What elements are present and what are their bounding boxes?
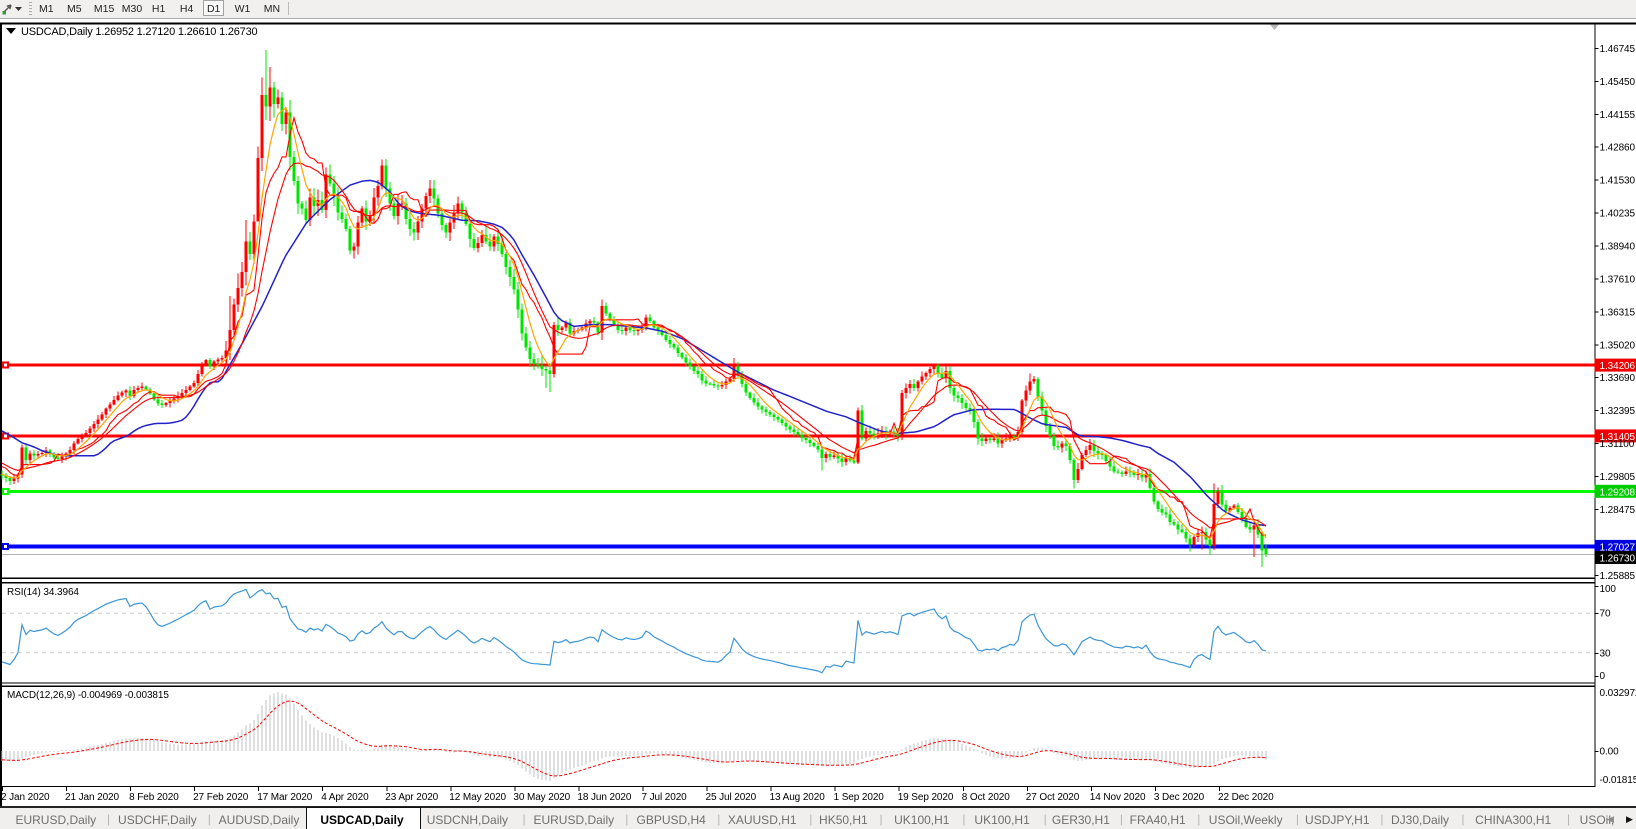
svg-text:2 Jan 2020: 2 Jan 2020 (1, 792, 50, 803)
svg-text:1.31405: 1.31405 (1600, 432, 1636, 443)
svg-text:1.44155: 1.44155 (1600, 110, 1636, 121)
svg-text:1.46745: 1.46745 (1600, 44, 1636, 55)
svg-text:1.32395: 1.32395 (1600, 406, 1636, 417)
svg-text:-0.018154: -0.018154 (1600, 775, 1636, 786)
svg-text:30 May 2020: 30 May 2020 (513, 792, 570, 803)
svg-text:1.38940: 1.38940 (1600, 242, 1636, 253)
svg-text:17 Mar 2020: 17 Mar 2020 (257, 792, 313, 803)
svg-text:8 Oct 2020: 8 Oct 2020 (962, 792, 1010, 803)
svg-text:1 Sep 2020: 1 Sep 2020 (834, 792, 885, 803)
svg-text:USDCAD,Daily 1.26952 1.27120: USDCAD,Daily 1.26952 1.27120 1.26610 1.2… (21, 26, 258, 38)
svg-text:100: 100 (1600, 584, 1617, 595)
svg-text:1.41530: 1.41530 (1600, 176, 1636, 187)
svg-text:1.27027: 1.27027 (1600, 542, 1636, 553)
svg-text:1.35020: 1.35020 (1600, 340, 1636, 351)
svg-text:27 Feb 2020: 27 Feb 2020 (193, 792, 249, 803)
svg-text:1.29805: 1.29805 (1600, 472, 1636, 483)
svg-text:8 Feb 2020: 8 Feb 2020 (129, 792, 179, 803)
svg-text:22 Dec 2020: 22 Dec 2020 (1218, 792, 1274, 803)
svg-text:1.25885: 1.25885 (1600, 571, 1636, 582)
svg-text:1.45450: 1.45450 (1600, 77, 1636, 88)
svg-text:1.37610: 1.37610 (1600, 274, 1636, 285)
svg-text:0: 0 (1600, 671, 1606, 682)
svg-text:1.31100: 1.31100 (1600, 439, 1635, 450)
svg-text:70: 70 (1600, 609, 1611, 620)
svg-text:1.26730: 1.26730 (1600, 554, 1636, 565)
svg-text:1.28475: 1.28475 (1600, 505, 1636, 516)
svg-text:0.00: 0.00 (1600, 746, 1620, 757)
svg-text:13 Aug 2020: 13 Aug 2020 (770, 792, 826, 803)
svg-text:MACD(12,26,9) -0.004969 -0.003: MACD(12,26,9) -0.004969 -0.003815 (7, 690, 169, 701)
svg-text:19 Sep 2020: 19 Sep 2020 (898, 792, 954, 803)
svg-text:21 Jan 2020: 21 Jan 2020 (65, 792, 119, 803)
svg-text:14 Nov 2020: 14 Nov 2020 (1090, 792, 1146, 803)
svg-text:4 Apr 2020: 4 Apr 2020 (321, 792, 369, 803)
svg-text:25 Jul 2020: 25 Jul 2020 (706, 792, 757, 803)
svg-text:7 Jul 2020: 7 Jul 2020 (642, 792, 688, 803)
svg-text:0.032972: 0.032972 (1600, 688, 1636, 699)
svg-text:RSI(14) 34.3964: RSI(14) 34.3964 (7, 587, 79, 598)
svg-text:1.29208: 1.29208 (1600, 487, 1636, 498)
svg-text:3 Dec 2020: 3 Dec 2020 (1154, 792, 1205, 803)
svg-text:12 May 2020: 12 May 2020 (449, 792, 506, 803)
svg-text:1.42860: 1.42860 (1600, 143, 1636, 154)
svg-text:18 Jun 2020: 18 Jun 2020 (577, 792, 631, 803)
svg-text:1.36315: 1.36315 (1600, 307, 1636, 318)
svg-text:1.33690: 1.33690 (1600, 373, 1636, 384)
svg-text:1.40235: 1.40235 (1600, 209, 1636, 220)
svg-text:27 Oct 2020: 27 Oct 2020 (1026, 792, 1080, 803)
svg-text:1.34206: 1.34206 (1600, 361, 1636, 372)
svg-text:30: 30 (1600, 648, 1611, 659)
svg-text:23 Apr 2020: 23 Apr 2020 (385, 792, 438, 803)
